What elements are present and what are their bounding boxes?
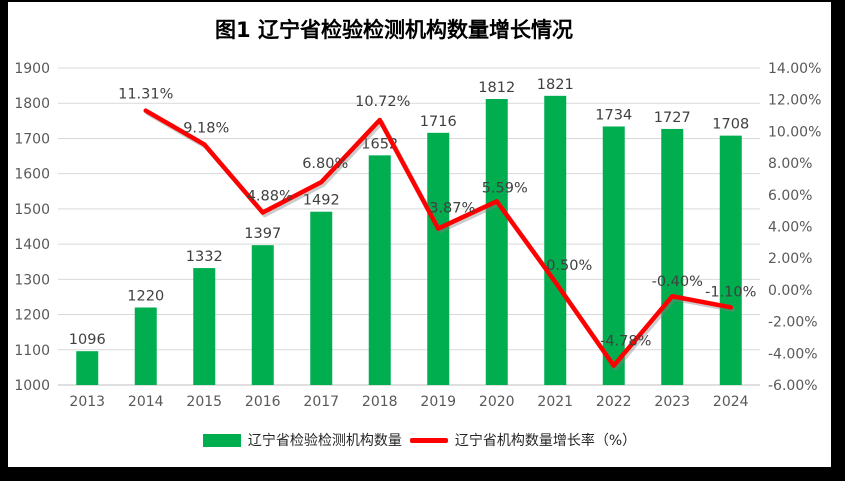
bar-value-label: 1716 (420, 114, 457, 130)
y-axis-left-tick-label: 1500 (14, 202, 50, 218)
line-labels-group: 11.31% 9.18% 4.88% 6.80% 10.72% 3.87% 5.59% 0.5… (118, 87, 756, 350)
x-axis-label: 2023 (654, 394, 690, 410)
y-axis-left-tick-label: 1100 (14, 343, 50, 359)
bar-value-label: 1397 (244, 226, 281, 242)
y-axis-left-tick-label: 1400 (14, 237, 50, 253)
y-axis-left-tick-label: 1200 (14, 308, 50, 324)
bar-value-label: 1096 (69, 332, 106, 348)
bar-2018 (368, 155, 391, 385)
y-axis-right-tick-label: 14.00% (768, 61, 821, 77)
bar-2019 (427, 132, 450, 385)
x-axis-label: 2015 (186, 394, 222, 410)
y-axis-right-tick-label: 0.00% (768, 283, 812, 299)
chart-title: 图1 辽宁省检验检测机构数量增长情况 (215, 18, 573, 42)
growth-rate-label: 9.18% (183, 120, 229, 136)
y-axis-left-tick-label: 1000 (14, 378, 50, 394)
bar-value-label: 1812 (478, 80, 515, 96)
legend: 辽宁省检验检测机构数量 辽宁省机构数量增长率（%） (8, 430, 831, 450)
bar-2016 (251, 245, 274, 385)
x-axis-label: 2022 (596, 394, 632, 410)
y-axis-left-tick-label: 1600 (14, 167, 50, 183)
growth-line (143, 108, 733, 368)
axis-labels-group: 1000 1100 1200 1300 1400 1500 1600 1700 1800 1900… (14, 61, 821, 410)
bar-2021 (544, 95, 567, 385)
y-axis-left-tick-label: 1800 (14, 96, 50, 112)
y-axis-left-tick-label: 1700 (14, 131, 50, 147)
x-axis-label: 2017 (303, 394, 339, 410)
x-axis-label: 2024 (713, 394, 749, 410)
growth-rate-label: 10.72% (355, 94, 410, 110)
y-axis-right-tick-label: 6.00% (768, 188, 812, 204)
y-axis-right-tick-label: 10.00% (768, 124, 821, 140)
bar-series-swatch (202, 433, 241, 447)
y-axis-left-tick-label: 1900 (14, 61, 50, 77)
growth-rate-label: 5.59% (482, 180, 528, 196)
growth-rate-label: -4.78% (600, 334, 651, 350)
legend-item-line: 辽宁省机构数量增长率（%） (409, 430, 637, 450)
x-axis-label: 2018 (362, 394, 398, 410)
x-axis-label: 2014 (128, 394, 164, 410)
bar-value-label: 1220 (127, 289, 164, 305)
legend-item-bars: 辽宁省检验检测机构数量 (202, 430, 402, 450)
y-axis-right-tick-label: -2.00% (768, 315, 818, 331)
bar-2015 (193, 268, 216, 385)
x-axis-label: 2016 (245, 394, 281, 410)
combo-chart: 图1 辽宁省检验检测机构数量增长情况 109612201332139714921… (14, 18, 821, 410)
x-axis-label: 2021 (537, 394, 573, 410)
growth-rate-label: 4.88% (247, 189, 293, 205)
bar-2013 (76, 351, 99, 385)
legend-line-label: 辽宁省机构数量增长率（%） (454, 433, 637, 449)
line-group (143, 108, 735, 371)
y-axis-right-tick-label: -6.00% (768, 378, 818, 394)
bar-2014 (134, 307, 157, 385)
growth-rate-label: 11.31% (118, 87, 173, 103)
growth-rate-label: 6.80% (302, 156, 348, 172)
y-axis-right-tick-label: -4.00% (768, 346, 818, 362)
bar-value-label: 1734 (595, 107, 632, 123)
y-axis-right-tick-label: 2.00% (768, 251, 812, 267)
x-axis-label: 2020 (479, 394, 515, 410)
bar-2017 (310, 211, 333, 385)
bar-2020 (485, 98, 508, 386)
y-axis-right-tick-label: 4.00% (768, 220, 812, 236)
bar-2022 (602, 126, 625, 386)
growth-rate-label: 3.87% (429, 201, 475, 217)
y-axis-right-tick-label: 8.00% (768, 156, 812, 172)
x-axis-label: 2019 (420, 394, 456, 410)
y-axis-right-tick-label: 12.00% (768, 93, 821, 109)
bar-value-label: 1708 (712, 117, 749, 133)
bar-value-label: 1821 (537, 77, 574, 93)
growth-rate-label: -1.10% (705, 284, 756, 300)
gridlines-group (58, 67, 760, 386)
bar-value-label: 1727 (654, 110, 691, 126)
legend-bar-label: 辽宁省检验检测机构数量 (247, 433, 402, 449)
bar-value-label: 1332 (186, 249, 223, 265)
y-axis-left-tick-label: 1300 (14, 272, 50, 288)
line-series-swatch (409, 437, 448, 443)
growth-rate-label: 0.50% (546, 258, 592, 274)
x-axis-label: 2013 (69, 394, 105, 410)
bars-group (76, 95, 742, 386)
bar-value-label: 1492 (303, 193, 340, 209)
growth-rate-label: -0.40% (652, 274, 703, 290)
bar-2024 (719, 135, 742, 385)
bar-2023 (661, 128, 684, 385)
chart-panel: 图1 辽宁省检验检测机构数量增长情况 1096 1220 1332 1397 1492 1… (8, 2, 831, 467)
